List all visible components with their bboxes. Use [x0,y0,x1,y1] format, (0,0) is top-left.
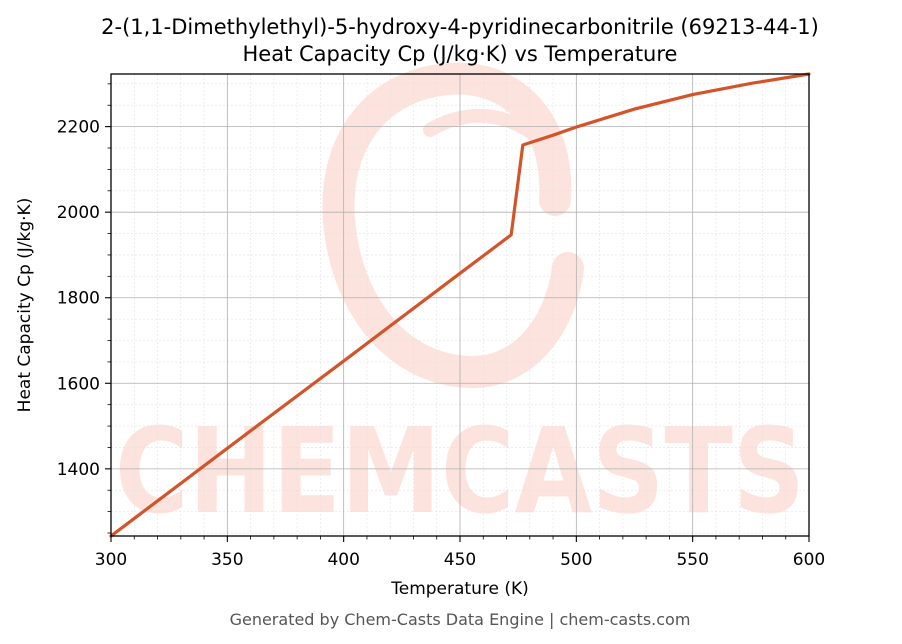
chart-title-line2: Heat Capacity Cp (J/kg·K) vs Temperature [243,42,678,66]
x-tick-label: 350 [211,550,243,570]
y-axis-ticks: 1400 1600 1800 2000 2200 [57,83,111,534]
x-tick-label: 500 [560,550,592,570]
watermark-logo-swirl [322,62,584,389]
series-layer [109,72,811,538]
x-tick-label: 550 [676,550,708,570]
footer-credit: Generated by Chem-Casts Data Engine | ch… [230,610,691,629]
chart-title-line1: 2-(1,1-Dimethylethyl)-5-hydroxy-4-pyridi… [101,15,819,39]
series-line [109,72,811,538]
x-tick-label: 600 [793,550,825,570]
x-axis-label: Temperature (K) [390,579,529,599]
x-tick-label: 300 [95,550,127,570]
y-axis-label: Heat Capacity Cp (J/kg·K) [15,198,35,413]
y-tick-label: 1800 [57,289,100,309]
y-tick-label: 2200 [57,118,100,138]
x-tick-label: 450 [444,550,476,570]
x-tick-label: 400 [327,550,359,570]
y-tick-label: 1400 [57,460,100,480]
x-axis-ticks: 300 350 400 450 500 550 600 [95,536,825,570]
y-tick-label: 2000 [57,203,100,223]
y-tick-label: 1600 [57,374,100,394]
